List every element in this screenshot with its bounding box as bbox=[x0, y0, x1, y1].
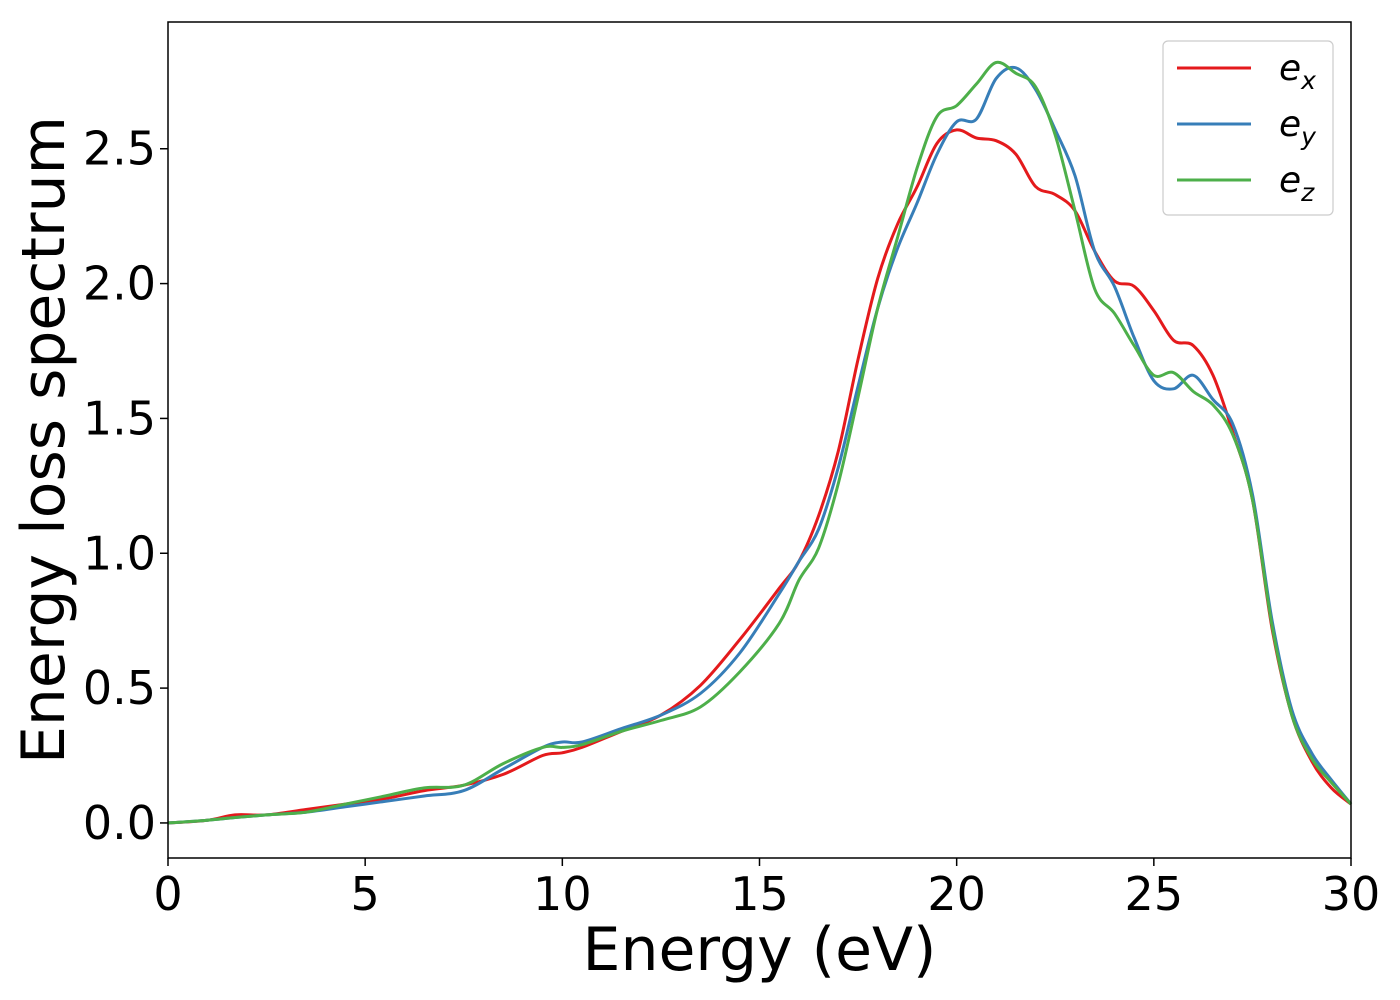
legend-label-x: ex bbox=[1279, 48, 1316, 95]
x-tick-label: 15 bbox=[730, 867, 789, 921]
x-tick-label: 25 bbox=[1125, 867, 1184, 921]
y-tick-label: 2.0 bbox=[83, 257, 156, 311]
legend-label-main: e bbox=[1279, 48, 1301, 89]
y-tick-label: 0.0 bbox=[83, 796, 156, 850]
legend-label-subscript: z bbox=[1300, 178, 1315, 207]
series-line-z bbox=[167, 60, 1353, 825]
plot-lines bbox=[167, 60, 1353, 825]
y-tick-label: 0.5 bbox=[83, 661, 156, 715]
x-tick-label: 0 bbox=[153, 867, 182, 921]
y-tick-label: 2.5 bbox=[83, 122, 156, 176]
x-tick-label: 20 bbox=[927, 867, 986, 921]
x-tick-label: 30 bbox=[1322, 867, 1381, 921]
x-axis-title: Energy (eV) bbox=[583, 915, 937, 985]
y-axis-title: Energy loss spectrum bbox=[9, 116, 79, 764]
y-axis: 0.0 0.5 1.0 1.5 2.0 2.5 bbox=[83, 122, 168, 850]
legend-label-main: e bbox=[1279, 104, 1301, 145]
legend-label-z: ez bbox=[1279, 160, 1315, 207]
x-tick-label: 10 bbox=[533, 867, 592, 921]
legend-label-subscript: y bbox=[1300, 122, 1317, 151]
legend-label-main: e bbox=[1279, 160, 1301, 201]
x-tick-label: 5 bbox=[351, 867, 380, 921]
y-tick-label: 1.0 bbox=[83, 526, 156, 580]
x-axis: 0 5 10 15 20 25 30 bbox=[153, 858, 1380, 921]
legend-label-subscript: x bbox=[1300, 66, 1316, 95]
y-tick-label: 1.5 bbox=[83, 391, 156, 445]
legend-frame bbox=[1162, 40, 1334, 216]
legend-label-y: ey bbox=[1279, 104, 1317, 151]
series-line-y bbox=[167, 65, 1353, 825]
